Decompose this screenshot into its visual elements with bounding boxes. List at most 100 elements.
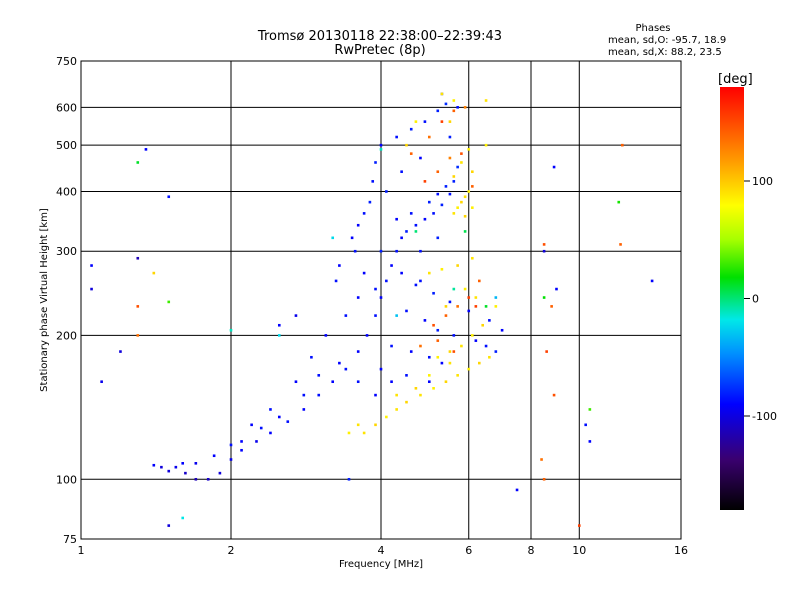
data-point (229, 328, 233, 332)
data-point (436, 109, 440, 113)
data-point (405, 400, 408, 404)
axis-ticks: 1 2 4 6 8 10 16 75 100 200 300 400 500 600 750 (56, 55, 688, 557)
data-point (365, 334, 369, 337)
data-point (552, 165, 556, 169)
data-point (436, 328, 440, 332)
data-point (136, 334, 140, 337)
stats-heading: Phases (635, 23, 670, 34)
data-point (440, 267, 444, 271)
data-point (405, 143, 408, 147)
data-point (484, 305, 488, 308)
data-point (542, 243, 546, 246)
data-point (550, 305, 553, 308)
data-point (229, 458, 233, 461)
data-point (488, 355, 491, 359)
data-point (362, 271, 366, 275)
x-axis-label: Frequency [MHz] (339, 559, 423, 570)
data-point (463, 106, 467, 109)
data-point (194, 462, 198, 465)
data-point (427, 355, 431, 359)
data-point (212, 454, 216, 458)
data-point (467, 309, 471, 313)
data-point (471, 170, 474, 174)
data-point (460, 152, 463, 155)
data-point (368, 200, 372, 204)
data-point (436, 170, 440, 174)
data-point (356, 350, 360, 353)
x-tick-label: 8 (528, 544, 535, 557)
data-point (463, 195, 467, 199)
data-point (344, 314, 348, 317)
data-point (452, 334, 456, 337)
data-points (90, 92, 654, 527)
stats-x-mode: mean, sd,X: 88.2, 23.5 (608, 47, 722, 58)
colorbar (720, 87, 744, 510)
data-point (456, 264, 459, 267)
data-point (440, 203, 444, 207)
data-point (374, 161, 377, 164)
data-point (467, 148, 471, 151)
y-axis-label: Stationary phase Virtual Height [km] (39, 208, 50, 392)
data-point (419, 393, 422, 397)
data-point (385, 190, 388, 193)
data-point (436, 236, 440, 240)
data-point (427, 271, 431, 275)
data-point (448, 361, 452, 365)
data-point (405, 230, 408, 233)
data-point (427, 374, 431, 377)
data-point (621, 143, 624, 147)
data-point (310, 355, 313, 359)
data-point (390, 380, 393, 384)
data-point (338, 264, 341, 267)
data-point (269, 408, 272, 411)
data-point (331, 236, 335, 240)
data-point (395, 393, 398, 397)
data-point (356, 380, 360, 384)
colorbar-label: [deg] (718, 72, 753, 87)
data-point (552, 393, 556, 397)
data-point (181, 516, 185, 520)
colorbar-tick-label: -100 (752, 410, 777, 423)
data-point (136, 305, 140, 308)
data-point (338, 361, 341, 365)
data-point (379, 296, 383, 299)
data-point (619, 243, 622, 246)
data-point (294, 314, 298, 317)
data-point (448, 135, 452, 139)
data-point (432, 323, 435, 327)
data-point (432, 212, 435, 215)
data-point (395, 314, 398, 317)
data-point (463, 230, 467, 233)
data-point (440, 92, 444, 96)
data-point (456, 165, 459, 169)
data-point (545, 350, 548, 353)
data-point (555, 287, 558, 291)
data-point (478, 279, 481, 283)
data-point (344, 367, 348, 371)
data-point (467, 367, 471, 371)
data-point (456, 106, 459, 109)
data-point (152, 463, 156, 467)
data-point (419, 344, 422, 348)
y-tick-label: 75 (63, 533, 77, 546)
data-point (414, 120, 418, 123)
x-tick-label: 16 (674, 544, 688, 557)
data-point (436, 339, 440, 342)
data-point (167, 300, 171, 304)
data-point (540, 458, 543, 461)
data-point (331, 380, 335, 384)
data-point (390, 344, 393, 348)
data-point (471, 185, 474, 188)
chart-title: Tromsø 20130118 22:38:00–22:39:43 (257, 29, 502, 44)
data-point (452, 287, 456, 291)
data-point (588, 408, 592, 411)
data-point (379, 367, 383, 371)
data-point (334, 279, 338, 283)
data-point (414, 387, 418, 390)
data-point (250, 423, 253, 427)
data-point (542, 477, 546, 481)
data-point (160, 465, 163, 469)
data-point (494, 305, 498, 308)
data-point (478, 361, 481, 365)
